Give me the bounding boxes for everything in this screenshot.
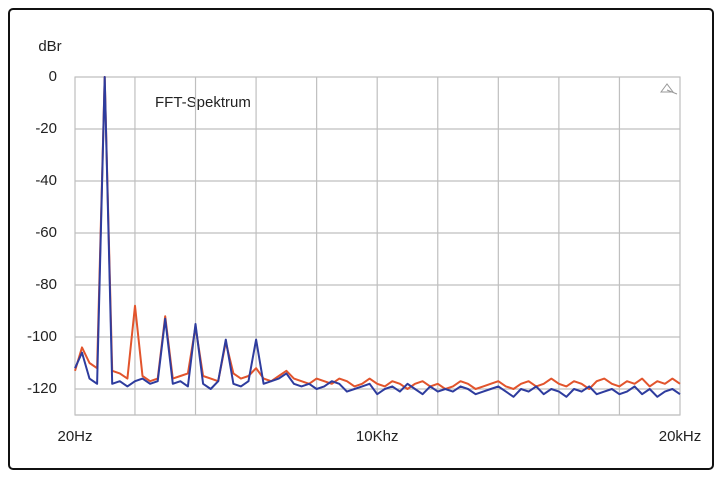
x-tick-label: 20Hz — [57, 428, 92, 445]
y-tick-label: 0 — [49, 68, 57, 85]
y-tick-label: -20 — [35, 120, 57, 137]
x-tick-label: 10Khz — [356, 428, 399, 445]
chart-title: FFT-Spektrum — [155, 94, 251, 111]
y-tick-label: -120 — [27, 380, 57, 397]
y-tick-label: -80 — [35, 276, 57, 293]
series-line — [74, 76, 681, 390]
y-tick-label: -100 — [27, 328, 57, 345]
icon — [660, 83, 678, 95]
series-line — [74, 76, 681, 398]
y-tick-label: -60 — [35, 224, 57, 241]
y-axis-label: dBr — [38, 38, 61, 55]
x-tick-label: 20kHz — [659, 428, 702, 445]
y-tick-label: -40 — [35, 172, 57, 189]
